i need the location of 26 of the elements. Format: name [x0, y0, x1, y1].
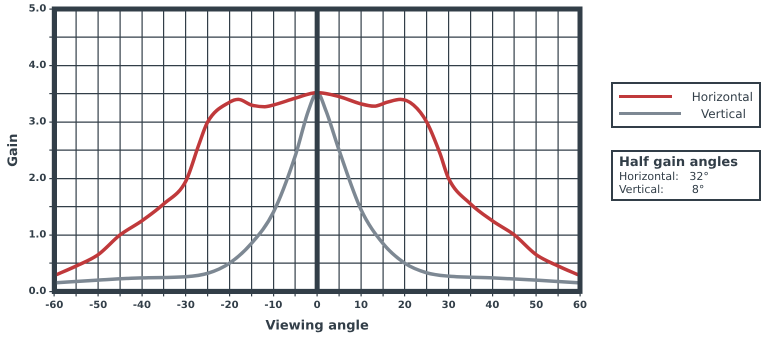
x-tick-label: -20 — [220, 300, 239, 311]
y-tick-label: 5.0 — [28, 4, 46, 15]
x-tick-label: 40 — [485, 300, 500, 311]
text: Vertical — [701, 106, 746, 120]
text: Vertical: 8° — [619, 183, 706, 196]
x-tick-label: -10 — [264, 300, 282, 311]
x-tick-label: 0 — [314, 300, 321, 311]
legend-label: Horizontal — [692, 90, 753, 104]
y-axis-title: Gain — [6, 134, 22, 167]
x-tick-label: 60 — [573, 300, 587, 311]
x-tick-label: 10 — [354, 300, 368, 311]
y-tick-label: 2.0 — [28, 173, 46, 184]
text: Half gain angles — [619, 155, 739, 170]
y-tick-label: 1.0 — [28, 230, 46, 241]
x-tick-label: -30 — [176, 300, 195, 311]
x-tick-label: -50 — [89, 300, 108, 311]
x-tick-label: -40 — [132, 300, 151, 311]
x-tick-label: 30 — [442, 300, 456, 311]
x-axis-title: Viewing angle — [266, 318, 369, 334]
x-tick-label: -60 — [45, 300, 64, 311]
y-tick-label: 0.0 — [28, 286, 46, 297]
y-tick-label: 3.0 — [28, 116, 46, 128]
x-tick-label: 50 — [529, 300, 544, 311]
x-tick-label: 20 — [398, 300, 412, 311]
text: Horizontal: 32° — [619, 170, 710, 183]
y-tick-label: 4.0 — [28, 60, 46, 72]
